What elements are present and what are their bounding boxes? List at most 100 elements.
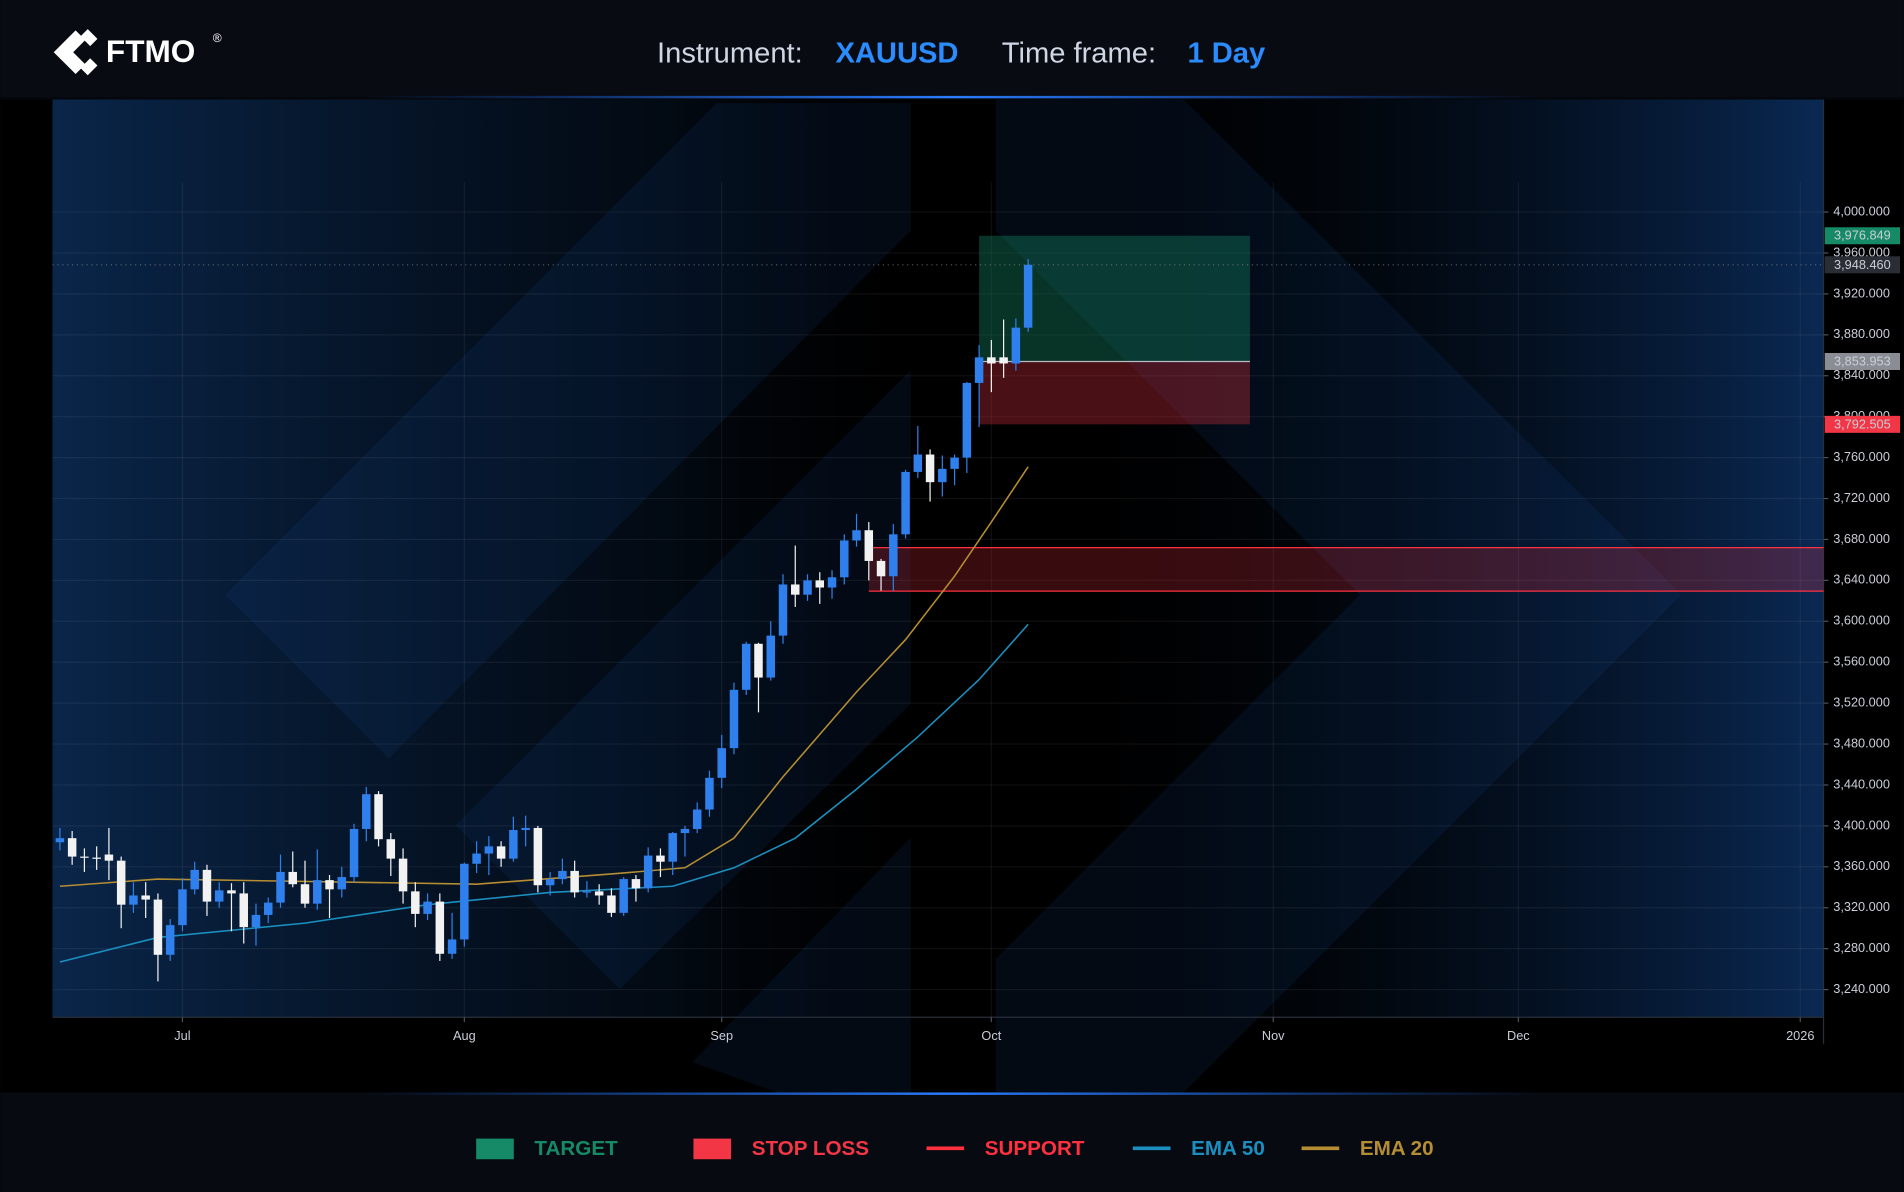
candle-body [558,870,567,880]
timeframe: 1 Day [1187,37,1266,69]
price-tag [1824,256,1901,274]
candle-body [460,863,469,940]
ema-line [59,466,1029,888]
candle-body [594,891,604,896]
y-tick-label: 3,400.000 [1833,817,1890,832]
watermark-shape [224,103,911,759]
candle-body [582,891,592,893]
logo-icon-part [80,58,98,76]
candle-body [791,584,800,595]
legend-label: STOP LOSS [752,1137,869,1160]
watermark [224,99,1682,1093]
price-tag-label: 3,792.505 [1834,416,1891,431]
candle-body [435,901,445,954]
candle-body [116,860,126,905]
y-tick-label: 3,840.000 [1833,367,1890,382]
x-tick-label: 2026 [1786,1028,1814,1043]
x-tick-label: Jul [174,1028,190,1043]
candle-body [251,914,261,928]
candle-body [705,777,714,810]
logo-text: FTMO [106,33,195,69]
candle-body [1011,327,1021,364]
candle-body [104,854,114,861]
candle-body [484,846,494,854]
candle-body [337,877,347,890]
candle-body [55,838,65,843]
candle-body [974,357,984,383]
candle-body [165,925,175,955]
y-tick-label: 3,960.000 [1833,244,1890,259]
candle-body [631,879,641,889]
y-tick-label: 3,320.000 [1833,899,1890,914]
candle-body [276,871,285,903]
candle-body [67,838,77,857]
candle-body [374,794,383,840]
legend-label: EMA 20 [1360,1137,1434,1160]
y-tick-label: 3,440.000 [1833,776,1890,791]
candle-body [950,457,959,469]
candle-body [313,880,322,904]
candle-body [778,584,788,636]
watermark-shape [455,370,911,990]
candle-body [472,853,481,864]
candle-body [766,635,775,678]
candle-body [423,901,432,914]
candle-body [202,869,212,902]
candle-body [619,879,628,913]
candle-body [141,895,150,900]
legend-label: SUPPORT [985,1137,1085,1160]
candle-body [656,855,665,862]
candle-body [288,871,298,885]
candle-body [729,689,739,749]
candle-body [607,895,616,913]
y-tick-label: 3,520.000 [1833,694,1890,709]
legend-label: EMA 50 [1191,1137,1265,1160]
price-tag-label: 3,948.460 [1834,257,1891,272]
candle-body [987,357,996,364]
candle-body [668,833,677,862]
logo-mark: ® [213,31,222,45]
candle-body [447,939,457,954]
candle-body [325,880,334,890]
candle-body [178,889,187,926]
legend-swatch [926,1146,965,1151]
candle-body [840,540,849,578]
candle-body [496,846,506,859]
candle-body [913,454,923,472]
logo-icon-part [53,30,86,75]
legend-swatch [1301,1146,1340,1151]
candle-body [263,902,273,915]
support-zone [868,547,1824,592]
candle-body [398,858,408,892]
candle-body [214,890,224,902]
x-tick-label: Oct [981,1028,1001,1043]
price-tag [1824,415,1901,433]
y-tick-label: 3,480.000 [1833,735,1890,750]
y-tick-label: 3,280.000 [1833,940,1890,955]
candle-body [545,879,555,886]
footer-bar [0,1092,1904,1192]
candle-body [643,855,653,889]
instrument-label: Instrument: [657,37,803,69]
y-tick-label: 3,360.000 [1833,858,1890,873]
logo-icon-part [80,29,98,47]
legend-label: TARGET [534,1137,618,1160]
candle-body [386,839,396,859]
candle-body [938,468,947,483]
logo-icon [53,29,98,76]
candle-body [864,530,874,561]
candle-body [754,643,763,678]
price-tag-label: 3,976.849 [1834,228,1891,243]
watermark-shape [995,99,1682,1093]
candle-body [153,899,163,955]
y-tick-label: 3,560.000 [1833,654,1890,669]
legend-swatch [1132,1146,1171,1151]
x-tick-label: Dec [1507,1028,1530,1043]
ema-line [59,623,1029,963]
price-tag [1824,227,1901,245]
candle-body [227,890,236,894]
header-bar [0,0,1904,98]
instrument: XAUUSD [835,37,958,69]
y-tick-label: 4,000.000 [1833,203,1890,218]
